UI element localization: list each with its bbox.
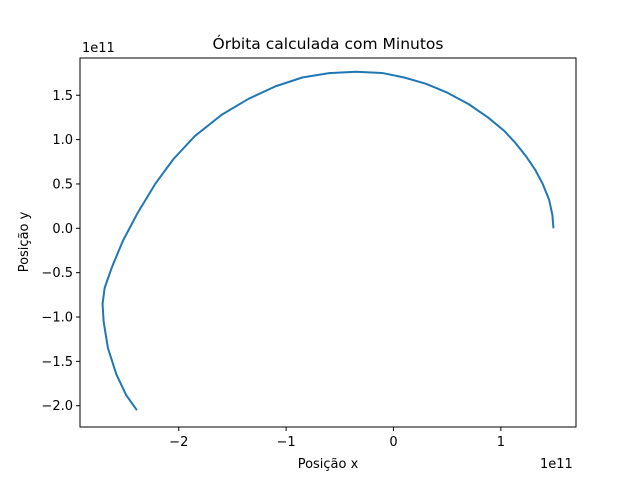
y-tick-label: 0.0 (52, 222, 73, 237)
y-axis-label: Posição y (17, 211, 32, 272)
x-tick-label: 1 (497, 435, 505, 450)
plot-area (101, 70, 555, 411)
y-tick-label: −0.5 (41, 266, 73, 281)
y-tick-label: −2.0 (41, 399, 73, 414)
x-tick-label: −1 (277, 435, 296, 450)
axes: −2 −1 0 1 −2.0 −1.5 −1.0 −0.5 0.0 0.5 1.0 1.5 (41, 57, 577, 450)
axes-frame (79, 57, 577, 428)
chart-title: Órbita calculada com Minutos (213, 34, 444, 53)
y-tick-label: 0.5 (52, 177, 73, 192)
y-tick-label: −1.0 (41, 311, 73, 326)
x-offset-label: 1e11 (540, 457, 573, 472)
x-axis-label: Posição x (298, 457, 359, 472)
x-tick-label: −2 (169, 435, 188, 450)
y-tick-label: −1.5 (41, 355, 73, 370)
y-offset-label: 1e11 (82, 41, 115, 56)
y-tick-label: 1.5 (52, 89, 73, 104)
y-tick-label: 1.0 (52, 133, 73, 148)
x-tick-label: 0 (389, 435, 397, 450)
orbit-line-0 (101, 70, 555, 411)
